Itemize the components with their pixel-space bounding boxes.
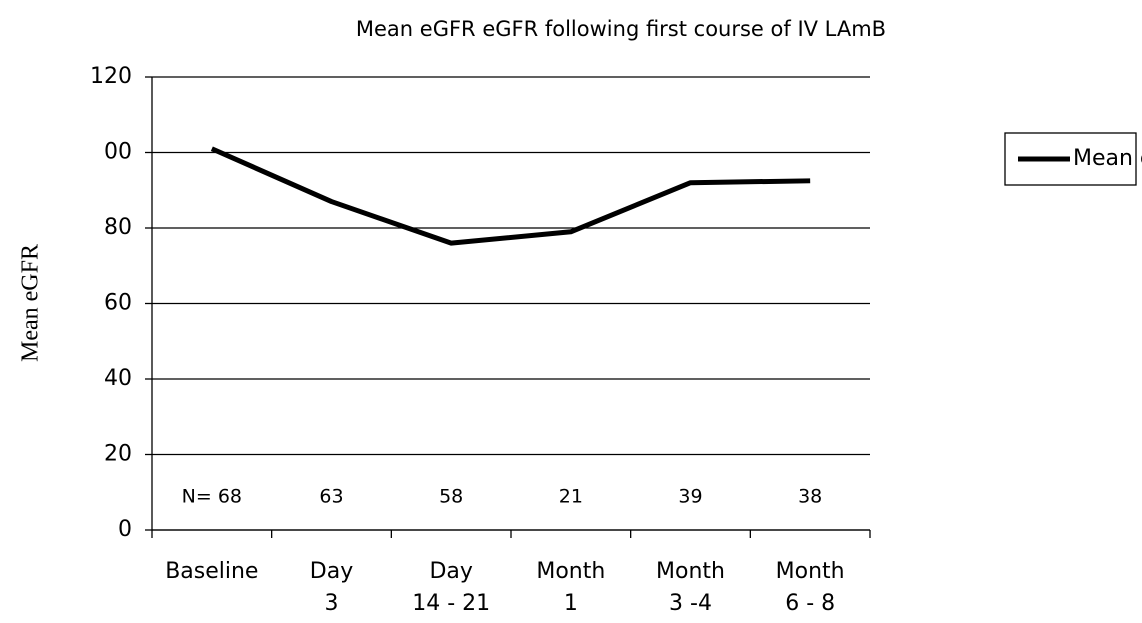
- legend-box: [1004, 132, 1137, 186]
- y-tick-label: 40: [104, 366, 132, 391]
- x-tick-label: Day: [429, 559, 472, 584]
- legend-label: Mean eGFR: [1073, 146, 1142, 171]
- n-label: 38: [798, 486, 822, 508]
- y-axis-label: Mean eGFR: [18, 244, 44, 362]
- x-tick-label: 3: [325, 591, 339, 616]
- line-series: [210, 146, 811, 246]
- n-label: 39: [678, 486, 702, 508]
- x-tick-label: Month: [656, 559, 725, 584]
- n-label: 63: [319, 486, 343, 508]
- n-label: 21: [559, 486, 583, 508]
- x-tick-label: 3 -4: [669, 591, 712, 616]
- y-tick-label: 0: [118, 517, 132, 542]
- x-tick-label: 6 - 8: [785, 591, 835, 616]
- y-tick-label: 60: [104, 291, 132, 316]
- x-tick-label: Month: [536, 559, 605, 584]
- n-label: N= 68: [182, 486, 242, 508]
- y-tick-label: 120: [90, 64, 132, 89]
- x-tick-label: 14 - 21: [412, 591, 490, 616]
- x-tick-label: Month: [776, 559, 845, 584]
- y-tick-label: 00: [104, 140, 132, 165]
- y-tick-label: 20: [104, 442, 132, 467]
- chart-title: Mean eGFR eGFR following first course of…: [356, 17, 886, 41]
- x-tick-label: Baseline: [165, 559, 258, 584]
- n-label: 58: [439, 486, 463, 508]
- x-tick-label: 1: [564, 591, 578, 616]
- x-tick-label: Day: [310, 559, 353, 584]
- y-tick-label: 80: [104, 215, 132, 240]
